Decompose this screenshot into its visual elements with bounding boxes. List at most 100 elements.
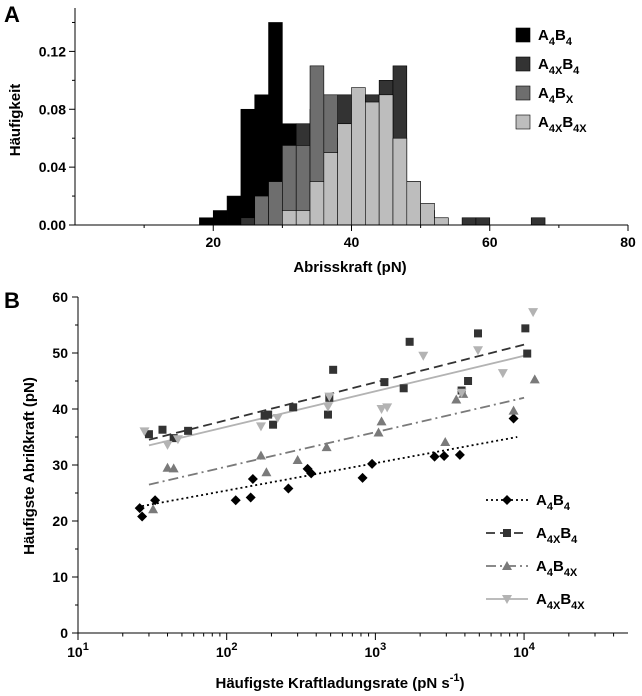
scatter-point-2 bbox=[269, 420, 278, 429]
scatter-point-2 bbox=[474, 329, 483, 338]
histogram-bar-1 bbox=[240, 108, 256, 226]
scatter-point-4 bbox=[172, 435, 183, 445]
histogram-bar-4 bbox=[351, 87, 366, 226]
histogram-axes: 20 40 60 80 0.00 0.04 0.08 0.12 bbox=[39, 8, 636, 250]
legend-label: A4XB4 bbox=[536, 525, 578, 546]
histogram-y-tick-label: 0.00 bbox=[39, 217, 66, 233]
histogram-bar-4 bbox=[337, 123, 352, 226]
legend-swatch bbox=[515, 27, 531, 43]
scatter-point-4 bbox=[322, 402, 333, 412]
scatter-point-3 bbox=[376, 416, 387, 426]
scatter-y-tick-label: 50 bbox=[52, 345, 68, 361]
scatter-point-4 bbox=[418, 351, 429, 361]
scatter-point-2 bbox=[323, 410, 332, 419]
scatter-point-2 bbox=[523, 349, 532, 358]
legend-swatch bbox=[515, 56, 531, 72]
scatter-x-tick-label: 103 bbox=[365, 641, 387, 660]
scatter-point-3 bbox=[451, 394, 462, 404]
legend-label: A4B4 bbox=[538, 27, 573, 48]
scatter-point-3 bbox=[529, 374, 540, 384]
histogram-bar-2 bbox=[240, 217, 256, 226]
scatter-point-4 bbox=[456, 388, 467, 398]
fit-line-2 bbox=[148, 343, 525, 441]
legend-marker bbox=[502, 561, 512, 570]
scatter-point-2 bbox=[289, 403, 298, 412]
scatter-point-4 bbox=[272, 413, 283, 423]
histogram-x-tick-label: 40 bbox=[344, 234, 360, 250]
scatter-point-4 bbox=[376, 405, 387, 414]
scatter-point-1 bbox=[439, 451, 450, 462]
scatter-point-3 bbox=[292, 454, 303, 464]
scatter-point-2 bbox=[169, 434, 178, 443]
scatter-point-2 bbox=[184, 426, 193, 435]
scatter-point-2 bbox=[405, 337, 414, 346]
fit-line-4 bbox=[148, 354, 525, 447]
scatter-fit-lines bbox=[137, 343, 525, 508]
histogram-bar-4 bbox=[420, 203, 435, 226]
scatter-point-4 bbox=[528, 308, 539, 318]
scatter-y-tick-label: 40 bbox=[52, 401, 68, 417]
scatter-point-2 bbox=[464, 377, 473, 385]
histogram-x-tick-label: 20 bbox=[205, 234, 221, 250]
scatter-point-2 bbox=[380, 378, 389, 387]
scatter-axes: 0 10 20 30 40 50 60 101 102 103 104 bbox=[52, 289, 628, 660]
histogram-bar-1 bbox=[212, 210, 228, 226]
scatter-point-2 bbox=[521, 324, 530, 333]
panel-a-label: A bbox=[4, 2, 20, 27]
scatter-point-1 bbox=[137, 511, 148, 522]
legend-swatch bbox=[515, 114, 531, 130]
scatter-point-4 bbox=[139, 427, 150, 437]
histogram-bar-3 bbox=[254, 195, 269, 226]
histogram-x-tick-label: 60 bbox=[482, 234, 498, 250]
scatter-point-2 bbox=[158, 425, 167, 434]
scatter-point-1 bbox=[247, 474, 258, 484]
histogram-y-tick-label: 0.12 bbox=[39, 43, 66, 59]
histogram-bars bbox=[199, 22, 546, 226]
legend-label: A4XB4X bbox=[538, 114, 587, 135]
fit-line-3 bbox=[148, 396, 525, 486]
panel-b-label: B bbox=[4, 288, 20, 313]
legend-marker bbox=[503, 529, 511, 537]
histogram-bar-4 bbox=[309, 181, 325, 226]
scatter-point-2 bbox=[329, 365, 338, 374]
scatter-x-label: Häufigste Kraftladungsrate (pN s-1) bbox=[216, 672, 465, 692]
scatter-panel: 0 10 20 30 40 50 60 101 102 103 104 Häufigste Kraf… bbox=[21, 289, 628, 692]
legend-swatch bbox=[515, 85, 531, 101]
legend-label: A4BX bbox=[538, 85, 574, 106]
histogram-x-label: Abrisskraft (pN) bbox=[293, 259, 406, 276]
scatter-point-2 bbox=[399, 384, 408, 393]
scatter-point-4 bbox=[382, 403, 393, 413]
scatter-point-3 bbox=[508, 405, 519, 415]
histogram-y-label: Häufigkeit bbox=[7, 84, 24, 157]
histogram-bar-4 bbox=[365, 101, 380, 226]
scatter-y-label: Häufigste Abrißkraft (pN) bbox=[21, 377, 38, 555]
scatter-x-tick-label: 102 bbox=[216, 641, 238, 660]
histogram-bar-1 bbox=[199, 217, 214, 226]
scatter-y-tick-label: 60 bbox=[52, 289, 68, 305]
scatter-point-3 bbox=[162, 462, 173, 472]
histogram-bar-2 bbox=[530, 217, 546, 226]
histogram-x-tick-label: 80 bbox=[620, 234, 636, 250]
histogram-bar-2 bbox=[475, 217, 491, 226]
scatter-point-1 bbox=[357, 472, 368, 483]
legend-label: A4B4X bbox=[536, 558, 578, 579]
histogram-bar-4 bbox=[392, 137, 408, 226]
scatter-legend: A4B4 A4XB4 A4B4X A4XB4X bbox=[486, 492, 585, 612]
histogram-panel: 20 40 60 80 0.00 0.04 0.08 0.12 Abrisskraft (pN… bbox=[7, 8, 636, 276]
histogram-bar-1 bbox=[226, 195, 242, 226]
legend-label: A4B4 bbox=[536, 492, 571, 513]
scatter-point-2 bbox=[264, 410, 273, 419]
scatter-point-4 bbox=[255, 422, 266, 432]
histogram-bar-3 bbox=[268, 181, 283, 226]
histogram-legend: A4B4 A4XB4 A4BX A4XB4X bbox=[515, 27, 587, 135]
scatter-point-3 bbox=[168, 463, 179, 473]
histogram-bar-4 bbox=[323, 152, 338, 226]
scatter-y-tick-label: 30 bbox=[52, 457, 68, 473]
scatter-point-1 bbox=[150, 495, 161, 506]
histogram-y-tick-label: 0.08 bbox=[39, 101, 66, 117]
histogram-bar-4 bbox=[282, 210, 297, 226]
scatter-point-1 bbox=[283, 483, 294, 494]
scatter-x-tick-label: 101 bbox=[67, 641, 89, 660]
scatter-point-4 bbox=[324, 392, 335, 402]
